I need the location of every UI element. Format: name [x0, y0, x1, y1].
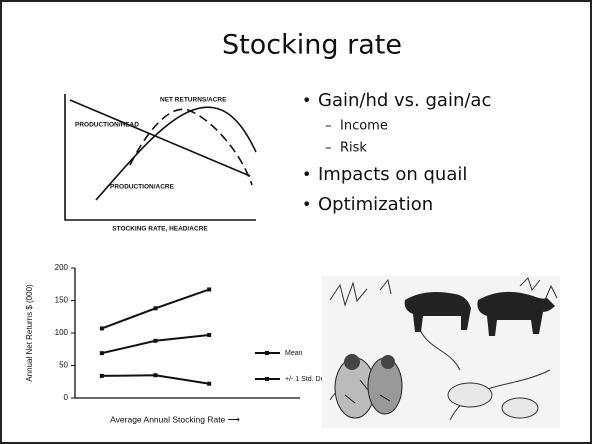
legend-marker [265, 351, 269, 355]
point-marker [207, 287, 211, 291]
point-marker [154, 339, 158, 343]
sub-bullet-marker: – [325, 141, 332, 156]
bullet-marker: • [302, 165, 311, 184]
legend-label: Mean [285, 350, 303, 357]
bullet-text: Gain/hd vs. gain/ac [318, 90, 491, 111]
slide-title: Stocking rate [222, 30, 402, 61]
diagram-label: STOCKING RATE, HEAD/ACRE [112, 226, 208, 233]
point-marker [100, 374, 104, 378]
sub-bullet-text: Income [340, 119, 388, 134]
bullet-marker: • [302, 195, 311, 214]
diagram-label: PRODUCTION/ACRE [110, 184, 175, 191]
x-axis-label: Average Annual Stocking Rate ⟶ [110, 414, 241, 424]
y-tick-label: 150 [55, 296, 69, 305]
y-tick-label: 50 [59, 361, 68, 370]
point-marker [207, 382, 211, 386]
point-marker [154, 373, 158, 377]
bullet-marker: • [302, 91, 311, 110]
y-tick-label: 200 [55, 263, 69, 272]
y-axis-label: Annual Net Returns $ (000) [25, 284, 34, 382]
diagram-label: PRODUCTION/HEAD [75, 122, 139, 129]
sub-bullet-text: Risk [340, 141, 367, 156]
point-marker [100, 326, 104, 330]
point-marker [100, 351, 104, 355]
page: Stocking rate NET RETURNS/ACRE PRODUCTIO… [0, 0, 592, 444]
point-marker [207, 333, 211, 337]
point-marker [154, 306, 158, 310]
y-tick-label: 100 [55, 328, 69, 337]
bullet-text: Optimization [318, 194, 433, 215]
diagram-label: NET RETURNS/ACRE [160, 97, 227, 104]
legend-marker [265, 377, 269, 381]
sub-bullet-marker: – [325, 119, 332, 134]
bullet-text: Impacts on quail [318, 164, 467, 185]
y-tick-label: 0 [64, 393, 69, 402]
quail-cattle-illustration [322, 276, 560, 428]
slide: Stocking rate NET RETURNS/ACRE PRODUCTIO… [0, 0, 592, 444]
